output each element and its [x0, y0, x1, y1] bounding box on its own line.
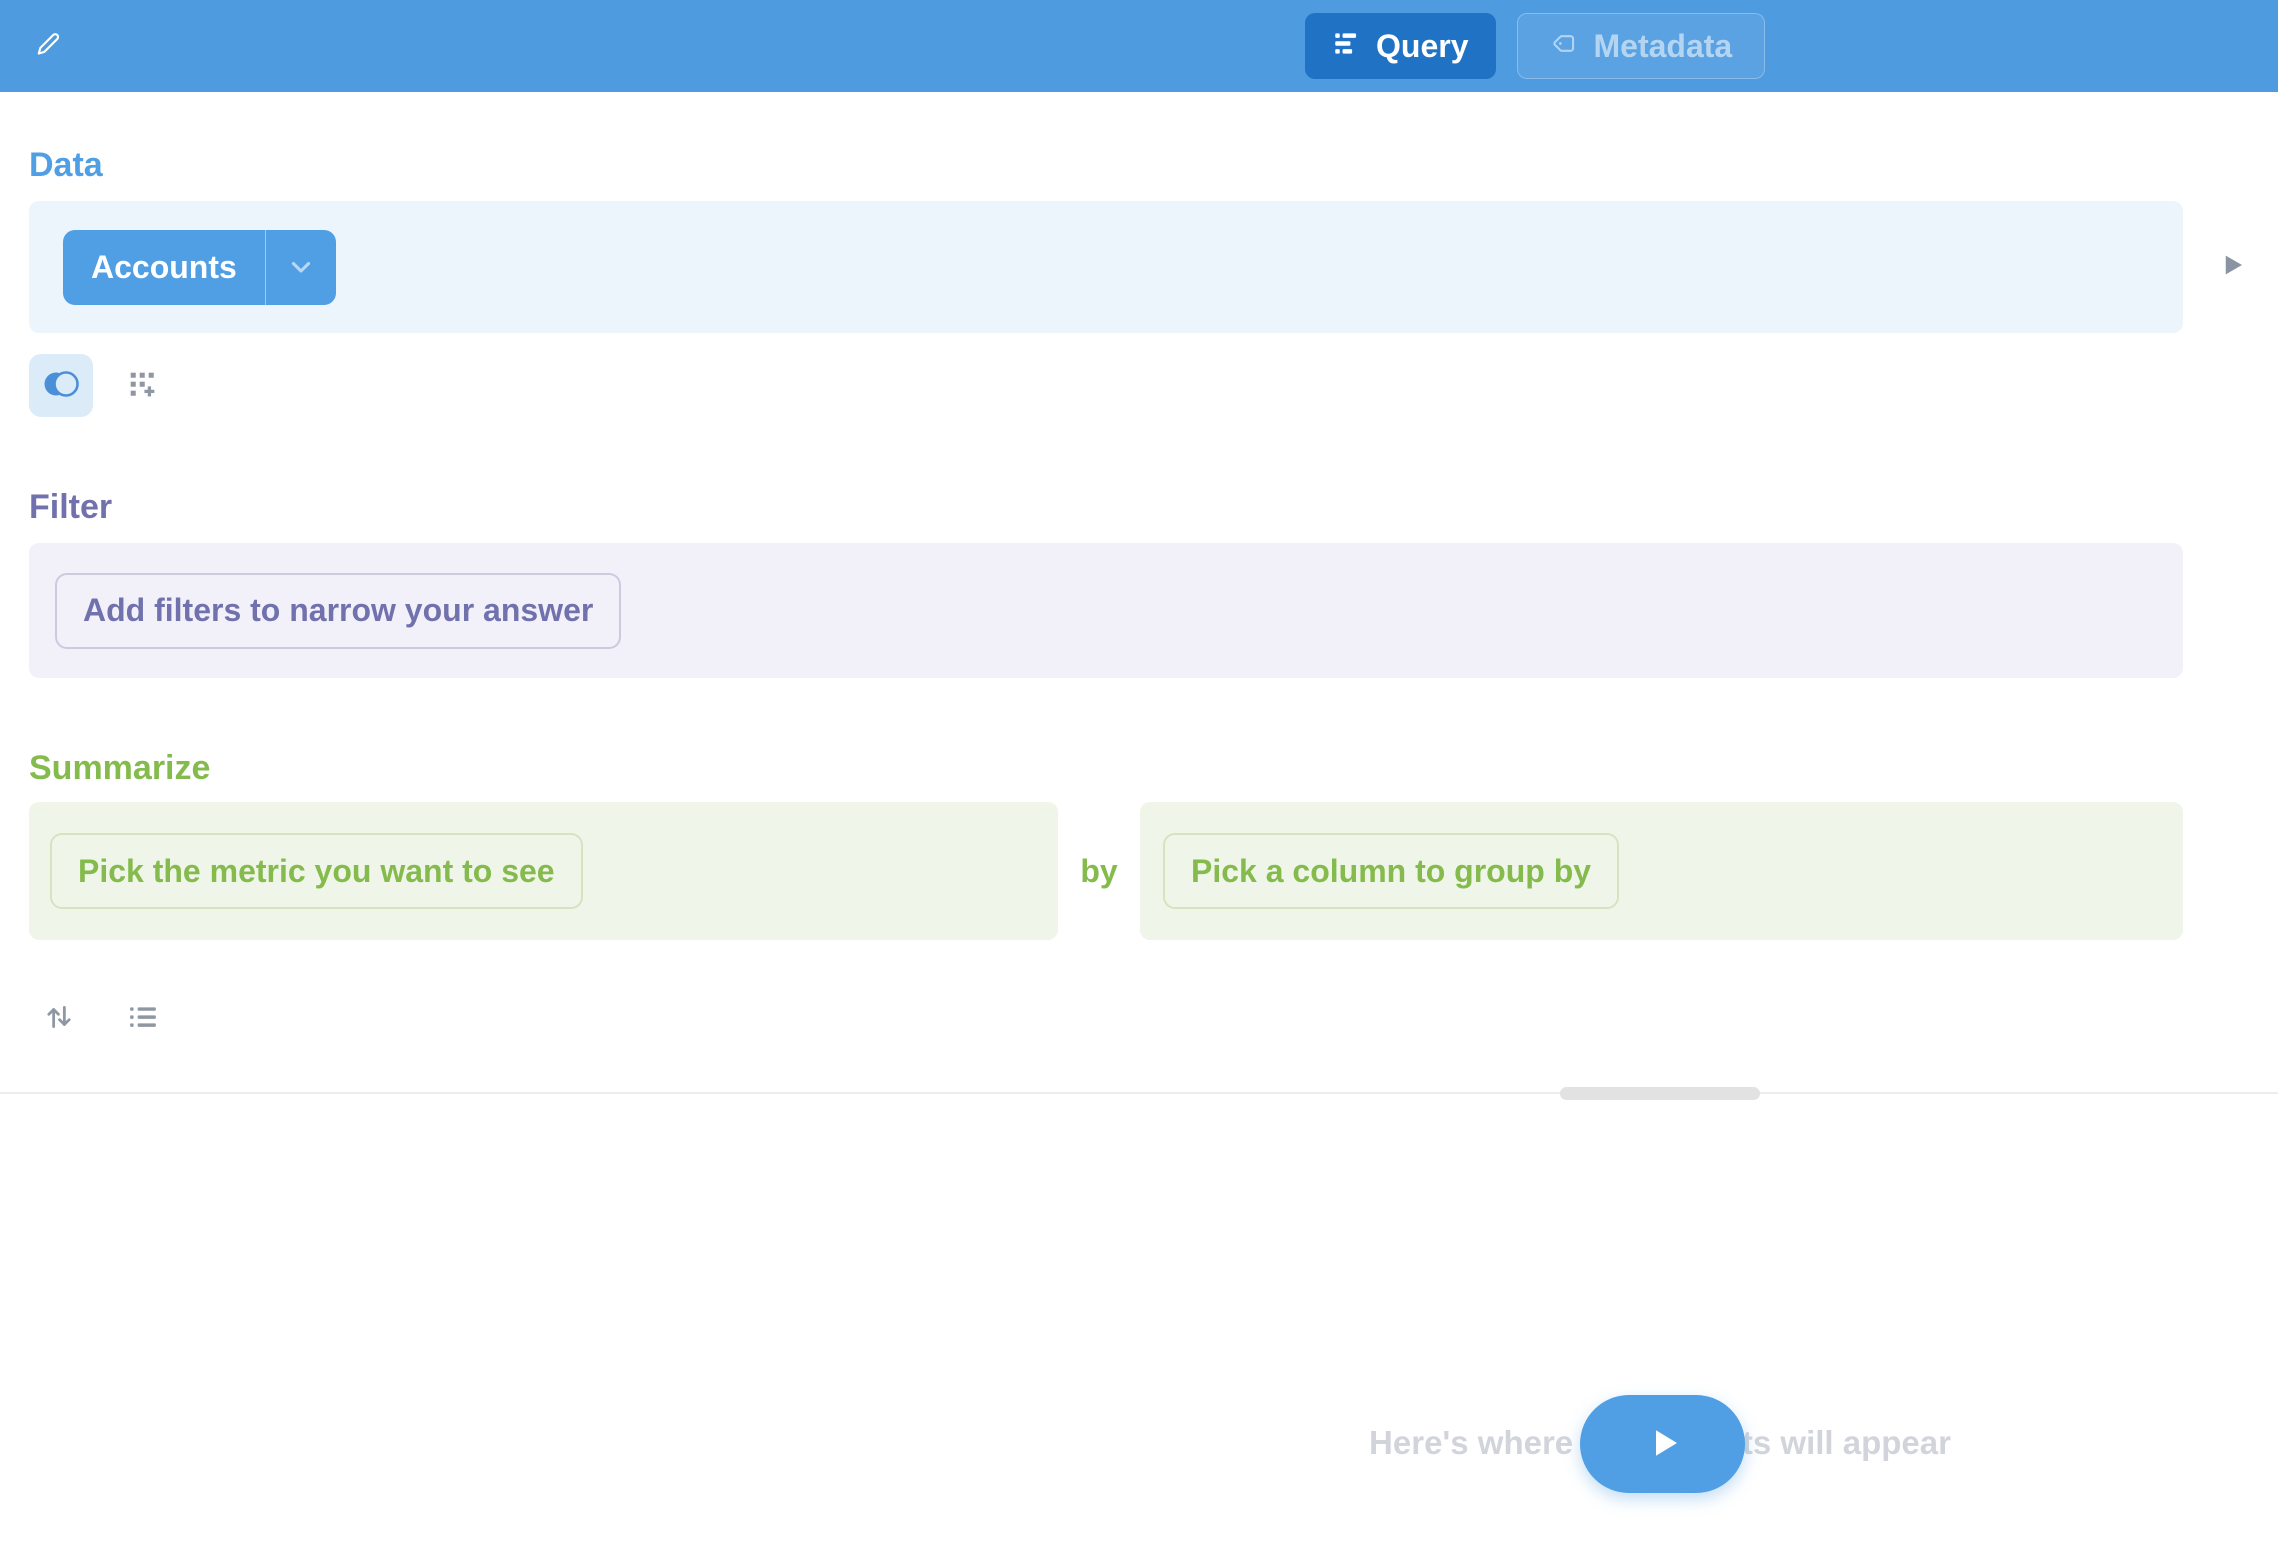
- join-data-venn-icon: [39, 368, 83, 403]
- tag-icon: [1550, 28, 1577, 65]
- sort-arrows-icon: [44, 1002, 74, 1035]
- list-icon: [128, 1002, 158, 1035]
- add-filter-button[interactable]: Add filters to narrow your answer: [55, 573, 621, 649]
- tab-query[interactable]: Query: [1305, 13, 1496, 79]
- filter-section-label: Filter: [29, 490, 2183, 524]
- query-builder-page: Query Metadata Data Accounts: [0, 0, 2278, 1542]
- join-data-button[interactable]: [29, 354, 93, 417]
- tab-metadata-label: Metadata: [1593, 28, 1732, 65]
- play-icon: [1642, 1425, 1683, 1464]
- pick-group-column-button[interactable]: Pick a column to group by: [1163, 833, 1619, 909]
- data-panel: Accounts: [29, 201, 2183, 333]
- custom-column-plus-icon: [129, 371, 156, 401]
- preview-play-icon: [2217, 250, 2247, 285]
- pick-metric-button[interactable]: Pick the metric you want to see: [50, 833, 583, 909]
- editor-mode-tabs: Query Metadata: [1305, 13, 1765, 79]
- sort-button[interactable]: [44, 1002, 74, 1035]
- preview-step-button[interactable]: [2215, 250, 2249, 284]
- tab-metadata[interactable]: Metadata: [1517, 13, 1765, 79]
- summarize-section-label: Summarize: [29, 751, 2183, 785]
- metric-panel: Pick the metric you want to see: [29, 802, 1058, 940]
- notebook-list-icon: [1333, 28, 1360, 65]
- data-action-row: [29, 354, 2183, 417]
- custom-column-button[interactable]: [129, 371, 156, 401]
- pencil-icon: [33, 29, 63, 64]
- group-by-panel: Pick a column to group by: [1140, 802, 2183, 940]
- data-source-button[interactable]: Accounts: [63, 230, 336, 305]
- pane-divider[interactable]: [0, 1092, 2278, 1094]
- tab-query-label: Query: [1376, 28, 1468, 65]
- chevron-down-icon[interactable]: [265, 230, 336, 305]
- filter-panel: Add filters to narrow your answer: [29, 543, 2183, 678]
- top-bar: Query Metadata: [0, 0, 2278, 92]
- data-source-label[interactable]: Accounts: [63, 230, 265, 305]
- edit-title-button[interactable]: [30, 28, 66, 64]
- notebook-editor: Data Accounts: [0, 92, 2278, 1035]
- divider-drag-handle[interactable]: [1560, 1087, 1760, 1100]
- row-limit-button[interactable]: [128, 1002, 158, 1035]
- data-step-row: Accounts: [29, 201, 2183, 333]
- summarize-step-row: Pick the metric you want to see by Pick …: [29, 802, 2183, 940]
- by-label: by: [1058, 802, 1140, 940]
- run-query-button[interactable]: [1580, 1395, 1745, 1493]
- data-section-label: Data: [29, 148, 2183, 182]
- sort-limit-row: [29, 1002, 2183, 1035]
